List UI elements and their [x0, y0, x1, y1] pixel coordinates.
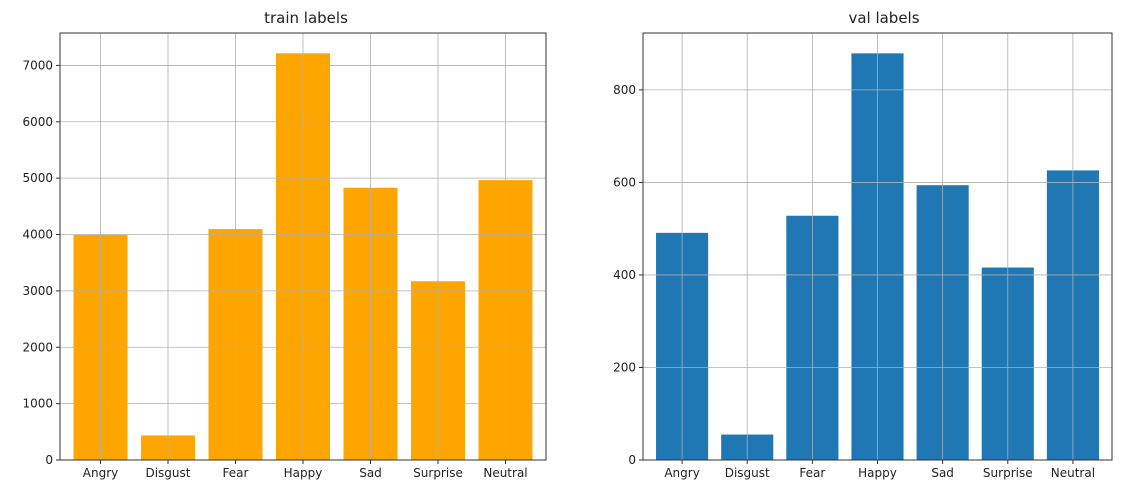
x-tick-label: Disgust	[145, 466, 190, 480]
val-labels-chart: val labels 0 200 400 600 800 Angry Disgust Fear…	[613, 9, 1113, 480]
chart-title: train labels	[264, 9, 348, 27]
x-tick-label: Surprise	[983, 466, 1033, 480]
y-tick-label: 5000	[22, 171, 53, 185]
y-tick-label: 4000	[22, 228, 53, 242]
y-tick-label: 6000	[22, 115, 53, 129]
y-tick-label: 2000	[22, 340, 53, 354]
train-labels-chart: train labels 0 1000 2000 3000 4000 5000 6000 70…	[22, 9, 547, 480]
y-tick-label: 1000	[22, 397, 53, 411]
y-tick-label: 3000	[22, 284, 53, 298]
y-tick-label: 400	[613, 268, 636, 282]
x-tick-label: Angry	[83, 466, 118, 480]
y-tick-label: 7000	[22, 58, 53, 72]
x-tick-label: Neutral	[1051, 466, 1095, 480]
chart-title: val labels	[848, 9, 919, 27]
y-tick-label: 0	[628, 453, 636, 467]
y-tick-label: 800	[613, 83, 636, 97]
y-tick-label: 600	[613, 175, 636, 189]
x-tick-label: Happy	[858, 466, 897, 480]
y-tick-label: 200	[613, 360, 636, 374]
x-tick-label: Fear	[799, 466, 825, 480]
x-tick-label: Happy	[284, 466, 323, 480]
y-tick-label: 0	[45, 453, 53, 467]
x-tick-label: Fear	[223, 466, 249, 480]
x-tick-label: Neutral	[483, 466, 527, 480]
x-tick-label: Surprise	[413, 466, 463, 480]
x-tick-label: Sad	[931, 466, 954, 480]
x-tick-label: Angry	[664, 466, 699, 480]
x-tick-label: Sad	[359, 466, 382, 480]
x-tick-label: Disgust	[725, 466, 770, 480]
